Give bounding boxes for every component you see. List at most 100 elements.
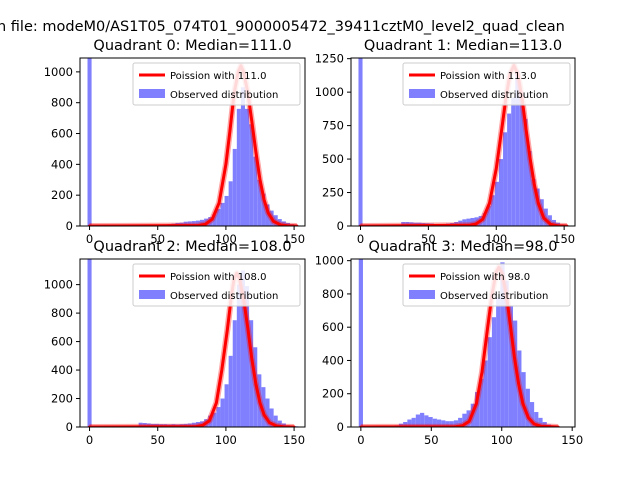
axes-frame — [350, 258, 576, 428]
x-tick-label: 150 — [283, 232, 305, 246]
observed-hist-bar — [486, 205, 491, 226]
observed-hist-bar — [453, 420, 459, 427]
observed-hist-bar — [474, 217, 479, 226]
observed-hist-bar — [436, 419, 442, 427]
y-tick-label: 600 — [51, 127, 73, 141]
legend-model-label: Poission with 111.0 — [170, 71, 266, 82]
observed-hist-bar — [534, 412, 539, 427]
observed-hist-bar — [525, 388, 530, 427]
observed-hist-bar — [191, 221, 196, 226]
y-tick-label: 1000 — [315, 85, 344, 99]
observed-hist-bar — [257, 179, 262, 226]
observed-hist-bar — [547, 215, 552, 226]
observed-hist-bar — [146, 423, 151, 427]
observed-hist-bar — [470, 217, 475, 226]
observed-hist-bar — [487, 337, 492, 427]
y-tick-label: 1000 — [44, 65, 73, 79]
y-tick-label: 400 — [51, 363, 73, 377]
observed-hist-bar — [531, 179, 536, 226]
observed-hist-bar — [253, 156, 258, 226]
observed-hist-bar — [212, 214, 217, 226]
x-tick-label: 0 — [86, 433, 93, 447]
y-tick-label: 600 — [322, 320, 344, 334]
observed-hist-bar — [462, 413, 467, 427]
observed-hist-bar — [420, 412, 425, 427]
observed-hist-bar — [507, 113, 512, 226]
observed-hist-bar — [500, 262, 505, 427]
observed-hist-bar — [216, 209, 221, 226]
legend-model-label: Poission with 98.0 — [440, 272, 530, 283]
y-tick-label: 200 — [51, 188, 73, 202]
y-tick-label: 600 — [51, 335, 73, 349]
panel-title: Quadrant 2: Median=108.0 — [93, 239, 291, 255]
x-tick-label: 0 — [86, 232, 93, 246]
observed-hist-bar — [240, 87, 245, 226]
observed-hist-bar — [398, 423, 404, 427]
y-tick-label: 1250 — [315, 52, 344, 66]
observed-hist-bar — [523, 118, 528, 226]
axes-frame — [79, 57, 306, 227]
observed-hist-bar — [538, 417, 543, 427]
observed-hist-bar — [511, 97, 516, 226]
observed-hist-bar — [449, 421, 454, 427]
observed-hist-bar — [245, 286, 250, 427]
x-tick-label: 150 — [283, 433, 305, 447]
legend-observed-label: Observed distribution — [170, 291, 278, 302]
x-tick-label: 150 — [561, 433, 583, 447]
observed-hist-bar — [277, 219, 282, 226]
observed-hist-bar — [490, 195, 495, 226]
observed-hist-bar — [273, 415, 278, 427]
observed-hist-bar — [249, 124, 254, 226]
observed-hist-bar — [513, 320, 518, 427]
quadrant-panel-2: 0 50 100 150 0 200 400 600 800 1000 Quadrant 2: Me… — [44, 239, 306, 447]
legend-model-label: Poission with 108.0 — [170, 272, 266, 283]
y-tick-label: 400 — [322, 353, 344, 367]
quadrant-panel-1: 0 50 100 150 0 250 500 750 1000 1250 Quadrant 1: M… — [315, 38, 576, 246]
zero-bin-bar — [358, 259, 363, 427]
legend-observed-swatch — [139, 290, 165, 299]
observed-hist-bar — [529, 402, 535, 427]
observed-hist-bar — [521, 372, 526, 427]
legend-observed-label: Observed distribution — [440, 291, 548, 302]
zero-bin-bar — [358, 58, 363, 226]
observed-hist-bar — [187, 221, 192, 226]
legend-observed-label: Observed distribution — [440, 90, 548, 101]
observed-hist-bar — [200, 219, 205, 226]
x-tick-label: 100 — [215, 433, 237, 447]
x-tick-label: 50 — [150, 433, 165, 447]
observed-hist-bar — [466, 218, 471, 226]
observed-hist-bar — [519, 94, 524, 226]
observed-hist-bar — [236, 108, 241, 226]
observed-hist-bar — [482, 213, 487, 226]
y-tick-label: 0 — [66, 219, 73, 233]
observed-hist-bar — [277, 420, 282, 427]
observed-hist-bar — [498, 159, 504, 226]
observed-hist-bar — [232, 320, 237, 427]
observed-hist-bar — [212, 412, 217, 427]
x-tick-label: 0 — [357, 232, 364, 246]
observed-hist-bar — [224, 384, 229, 427]
x-tick-label: 50 — [424, 433, 439, 447]
y-tick-label: 800 — [51, 96, 73, 110]
panel-title: Quadrant 0: Median=111.0 — [93, 38, 291, 54]
observed-hist-bar — [508, 305, 514, 427]
observed-hist-bar — [405, 221, 410, 226]
legend-observed-label: Observed distribution — [170, 90, 278, 101]
observed-hist-bar — [195, 220, 200, 226]
quadrant-panel-3: 0 50 100 150 0 200 400 600 800 1000 Quadrant 3: Me… — [315, 239, 583, 447]
y-tick-label: 800 — [51, 306, 73, 320]
plot-area — [87, 259, 299, 427]
panel-title: Quadrant 3: Median=98.0 — [369, 239, 558, 255]
observed-hist-bar — [195, 422, 200, 427]
x-tick-label: 150 — [553, 232, 575, 246]
observed-hist-bar — [515, 70, 520, 226]
observed-hist-bar — [466, 410, 471, 427]
observed-hist-bar — [273, 215, 278, 226]
x-tick-label: 50 — [150, 232, 165, 246]
observed-hist-bar — [503, 132, 508, 226]
y-tick-label: 500 — [322, 152, 344, 166]
y-tick-label: 0 — [66, 420, 73, 434]
observed-hist-bar — [236, 284, 241, 427]
observed-hist-bar — [494, 181, 499, 226]
